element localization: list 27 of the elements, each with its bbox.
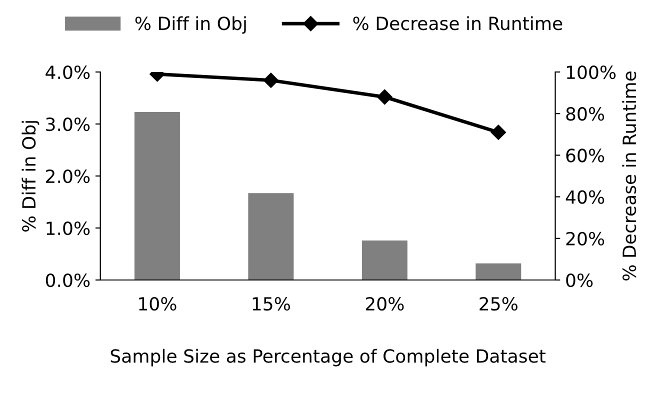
y2-tick-label: 60% [566,148,604,162]
y2-tick-label: 0% [566,273,593,288]
y-tick-label: 0.0% [46,273,90,288]
x-tick-label: 25% [480,296,518,311]
legend-label: % Decrease in Runtime [353,16,562,30]
x-tick-label: 15% [252,296,290,311]
y-tick-label: 4.0% [46,65,90,80]
y-tick-label: 1.0% [46,221,90,236]
y-axis-title: % Diff in Obj [22,121,40,232]
x-tick-label: 10% [139,296,176,311]
x-axis-title: Sample Size as Percentage of Complete Dataset [110,348,546,366]
x-tick-label: 20% [366,296,404,311]
y-tick-label: 3.0% [46,117,90,132]
point [490,124,506,140]
y2-tick-label: 100% [566,65,616,80]
y2-axis-title: % Decrease in Runtime [622,72,636,280]
y2-tick-label: 80% [566,107,604,121]
point [377,89,392,105]
y2-tick-label: 20% [566,232,604,246]
bar [476,263,522,280]
point [263,72,279,88]
bar [362,240,408,280]
legend-label: % Diff in Obj [135,16,246,34]
bar [134,112,180,280]
bar [248,193,294,280]
y2-tick-label: 40% [566,190,604,204]
y-tick-label: 2.0% [46,169,90,184]
